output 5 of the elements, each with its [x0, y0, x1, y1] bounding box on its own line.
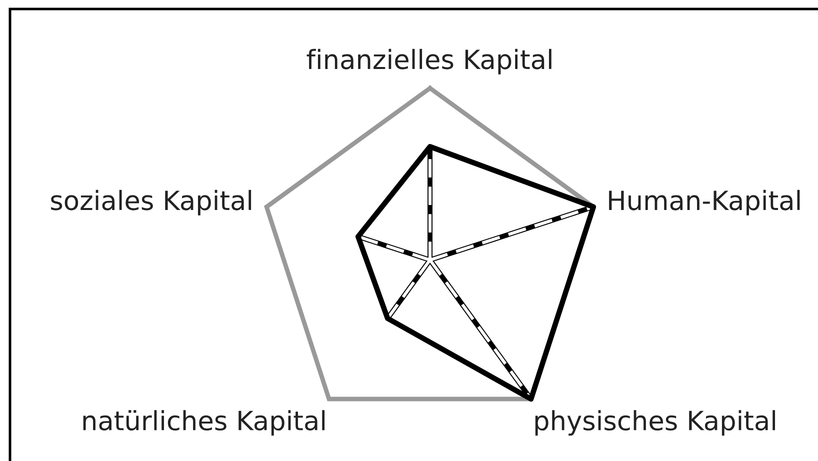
spoke-label: physisches Kapital [535, 410, 776, 436]
spoke-label: soziales Kapital [51, 190, 252, 216]
spoke-label: Human-Kapital [609, 190, 800, 216]
spoke-label: finanzielles Kapital [306, 48, 552, 74]
spoke-label: natürliches Kapital [83, 410, 325, 436]
